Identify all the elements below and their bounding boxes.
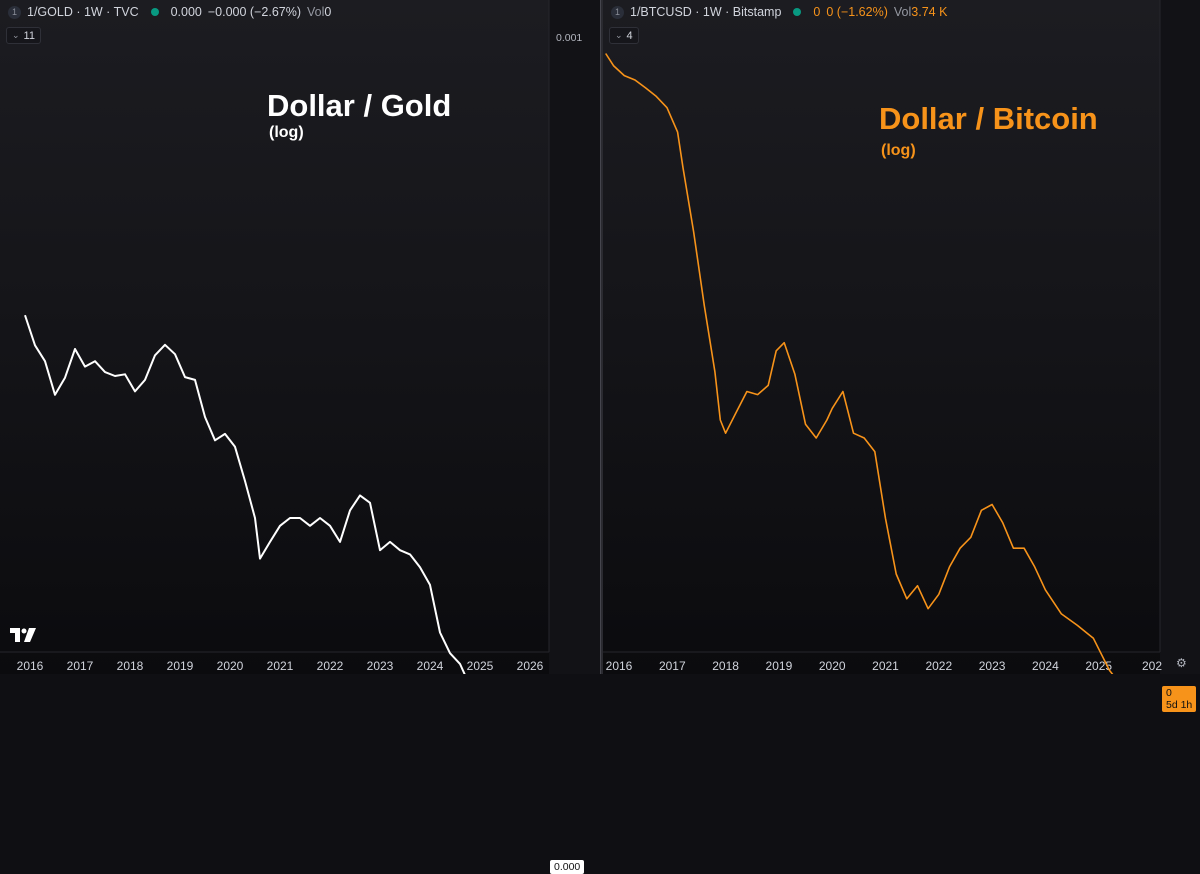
bitcoin-x-tick-label: 2021: [872, 659, 899, 673]
bitcoin-pane-number: 1: [611, 5, 624, 19]
gold-chart-panel[interactable]: 2016 2017 2018 2019 2020 2021 2022 2023 2024 2025…: [0, 0, 600, 874]
bitcoin-time-axis[interactable]: 2016 2017 2018 2019 2020 2021 2022 2023 2024 2025…: [606, 659, 1163, 673]
gold-chart-canvas[interactable]: 2016 2017 2018 2019 2020 2021 2022 2023 2024 2025…: [0, 0, 600, 674]
gold-x-tick-label: 2021: [267, 659, 294, 673]
bitcoin-vol-value: 3.74 K: [911, 5, 948, 19]
bitcoin-price-line: [605, 53, 1114, 674]
bitcoin-last-value: 0: [813, 5, 821, 19]
bitcoin-x-tick-label: 2020: [819, 659, 846, 673]
gold-x-tick-label: 2018: [117, 659, 144, 673]
bitcoin-annotation-subtitle: (log): [881, 142, 916, 159]
gold-symbol-header[interactable]: 1 1/GOLD · 1W · TVC 0.000 −0.000 (−2.67%…: [8, 3, 331, 21]
gold-x-tick-label: 2016: [17, 659, 44, 673]
gold-scale-top-label: 0.001: [556, 32, 583, 44]
gold-indicator-count: 11: [23, 29, 35, 42]
bitcoin-price-scale[interactable]: [1160, 0, 1200, 674]
market-status-dot-icon: [793, 8, 802, 16]
bitcoin-last-price-value: 0: [1166, 687, 1172, 700]
market-status-dot-icon: [150, 8, 159, 16]
bitcoin-chart-panel[interactable]: 2016 2017 2018 2019 2020 2021 2022 2023 2024 2025…: [603, 0, 1200, 713]
chevron-down-icon: ⌄: [615, 30, 623, 40]
bitcoin-x-tick-label: 202: [1142, 659, 1162, 673]
gold-x-tick-label: 2023: [367, 659, 394, 673]
gold-price-line: [24, 314, 466, 674]
gold-x-tick-label: 2026: [517, 659, 544, 673]
bar-countdown: 5d 1h: [1166, 699, 1193, 712]
bitcoin-last-price-label: 0 5d 1h: [1162, 686, 1197, 713]
bitcoin-x-tick-label: 2017: [659, 659, 686, 673]
gold-x-tick-label: 2022: [317, 659, 344, 673]
gold-last-value: 0.000: [170, 5, 202, 19]
gold-x-tick-label: 2024: [417, 659, 444, 673]
bitcoin-vol-label: Vol: [893, 5, 912, 19]
bitcoin-x-tick-label: 2022: [925, 659, 952, 673]
gold-change-value: −0.000 (−2.67%): [207, 5, 301, 19]
gold-time-axis[interactable]: 2016 2017 2018 2019 2020 2021 2022 2023 2024 2025…: [17, 659, 544, 673]
bitcoin-indicator-count: 4: [626, 29, 633, 42]
panel-divider[interactable]: [600, 0, 603, 674]
chevron-down-icon: ⌄: [12, 30, 20, 40]
gold-x-tick-label: 2025: [467, 659, 494, 673]
bitcoin-indicators-toggle[interactable]: ⌄ 4: [609, 27, 639, 44]
bitcoin-x-tick-label: 2023: [979, 659, 1006, 673]
bitcoin-symbol-name[interactable]: 1/BTCUSD · 1W · Bitstamp: [630, 5, 782, 19]
bitcoin-x-tick-label: 2018: [712, 659, 739, 673]
gold-price-scale[interactable]: [549, 0, 600, 674]
bitcoin-x-tick-label: 2024: [1032, 659, 1059, 673]
gold-annotation-title: Dollar / Gold: [267, 88, 452, 123]
bitcoin-symbol-header[interactable]: 1 1/BTCUSD · 1W · Bitstamp 0 0 (−1.62%) …: [611, 3, 947, 21]
bitcoin-x-tick-label: 2019: [766, 659, 793, 673]
gold-vol-value: 0: [324, 5, 332, 19]
gold-pane-number: 1: [8, 5, 21, 19]
gear-icon[interactable]: ⚙: [1176, 656, 1187, 670]
gold-indicators-toggle[interactable]: ⌄ 11: [6, 27, 41, 44]
gold-x-tick-label: 2020: [217, 659, 244, 673]
bitcoin-x-tick-label: 2025: [1085, 659, 1112, 673]
bitcoin-x-tick-label: 2016: [606, 659, 633, 673]
bitcoin-change-value: 0 (−1.62%): [826, 5, 888, 19]
gold-symbol-name[interactable]: 1/GOLD · 1W · TVC: [27, 5, 139, 19]
gold-last-price-label: 0.000: [550, 860, 585, 874]
gold-vol-label: Vol: [307, 5, 325, 19]
bitcoin-chart-canvas[interactable]: 2016 2017 2018 2019 2020 2021 2022 2023 2024 2025…: [603, 0, 1200, 674]
gold-x-tick-label: 2017: [67, 659, 94, 673]
gold-x-tick-label: 2019: [167, 659, 194, 673]
gold-annotation-subtitle: (log): [269, 124, 304, 141]
bitcoin-annotation-title: Dollar / Bitcoin: [879, 101, 1098, 136]
tradingview-logo-icon[interactable]: [10, 628, 36, 642]
